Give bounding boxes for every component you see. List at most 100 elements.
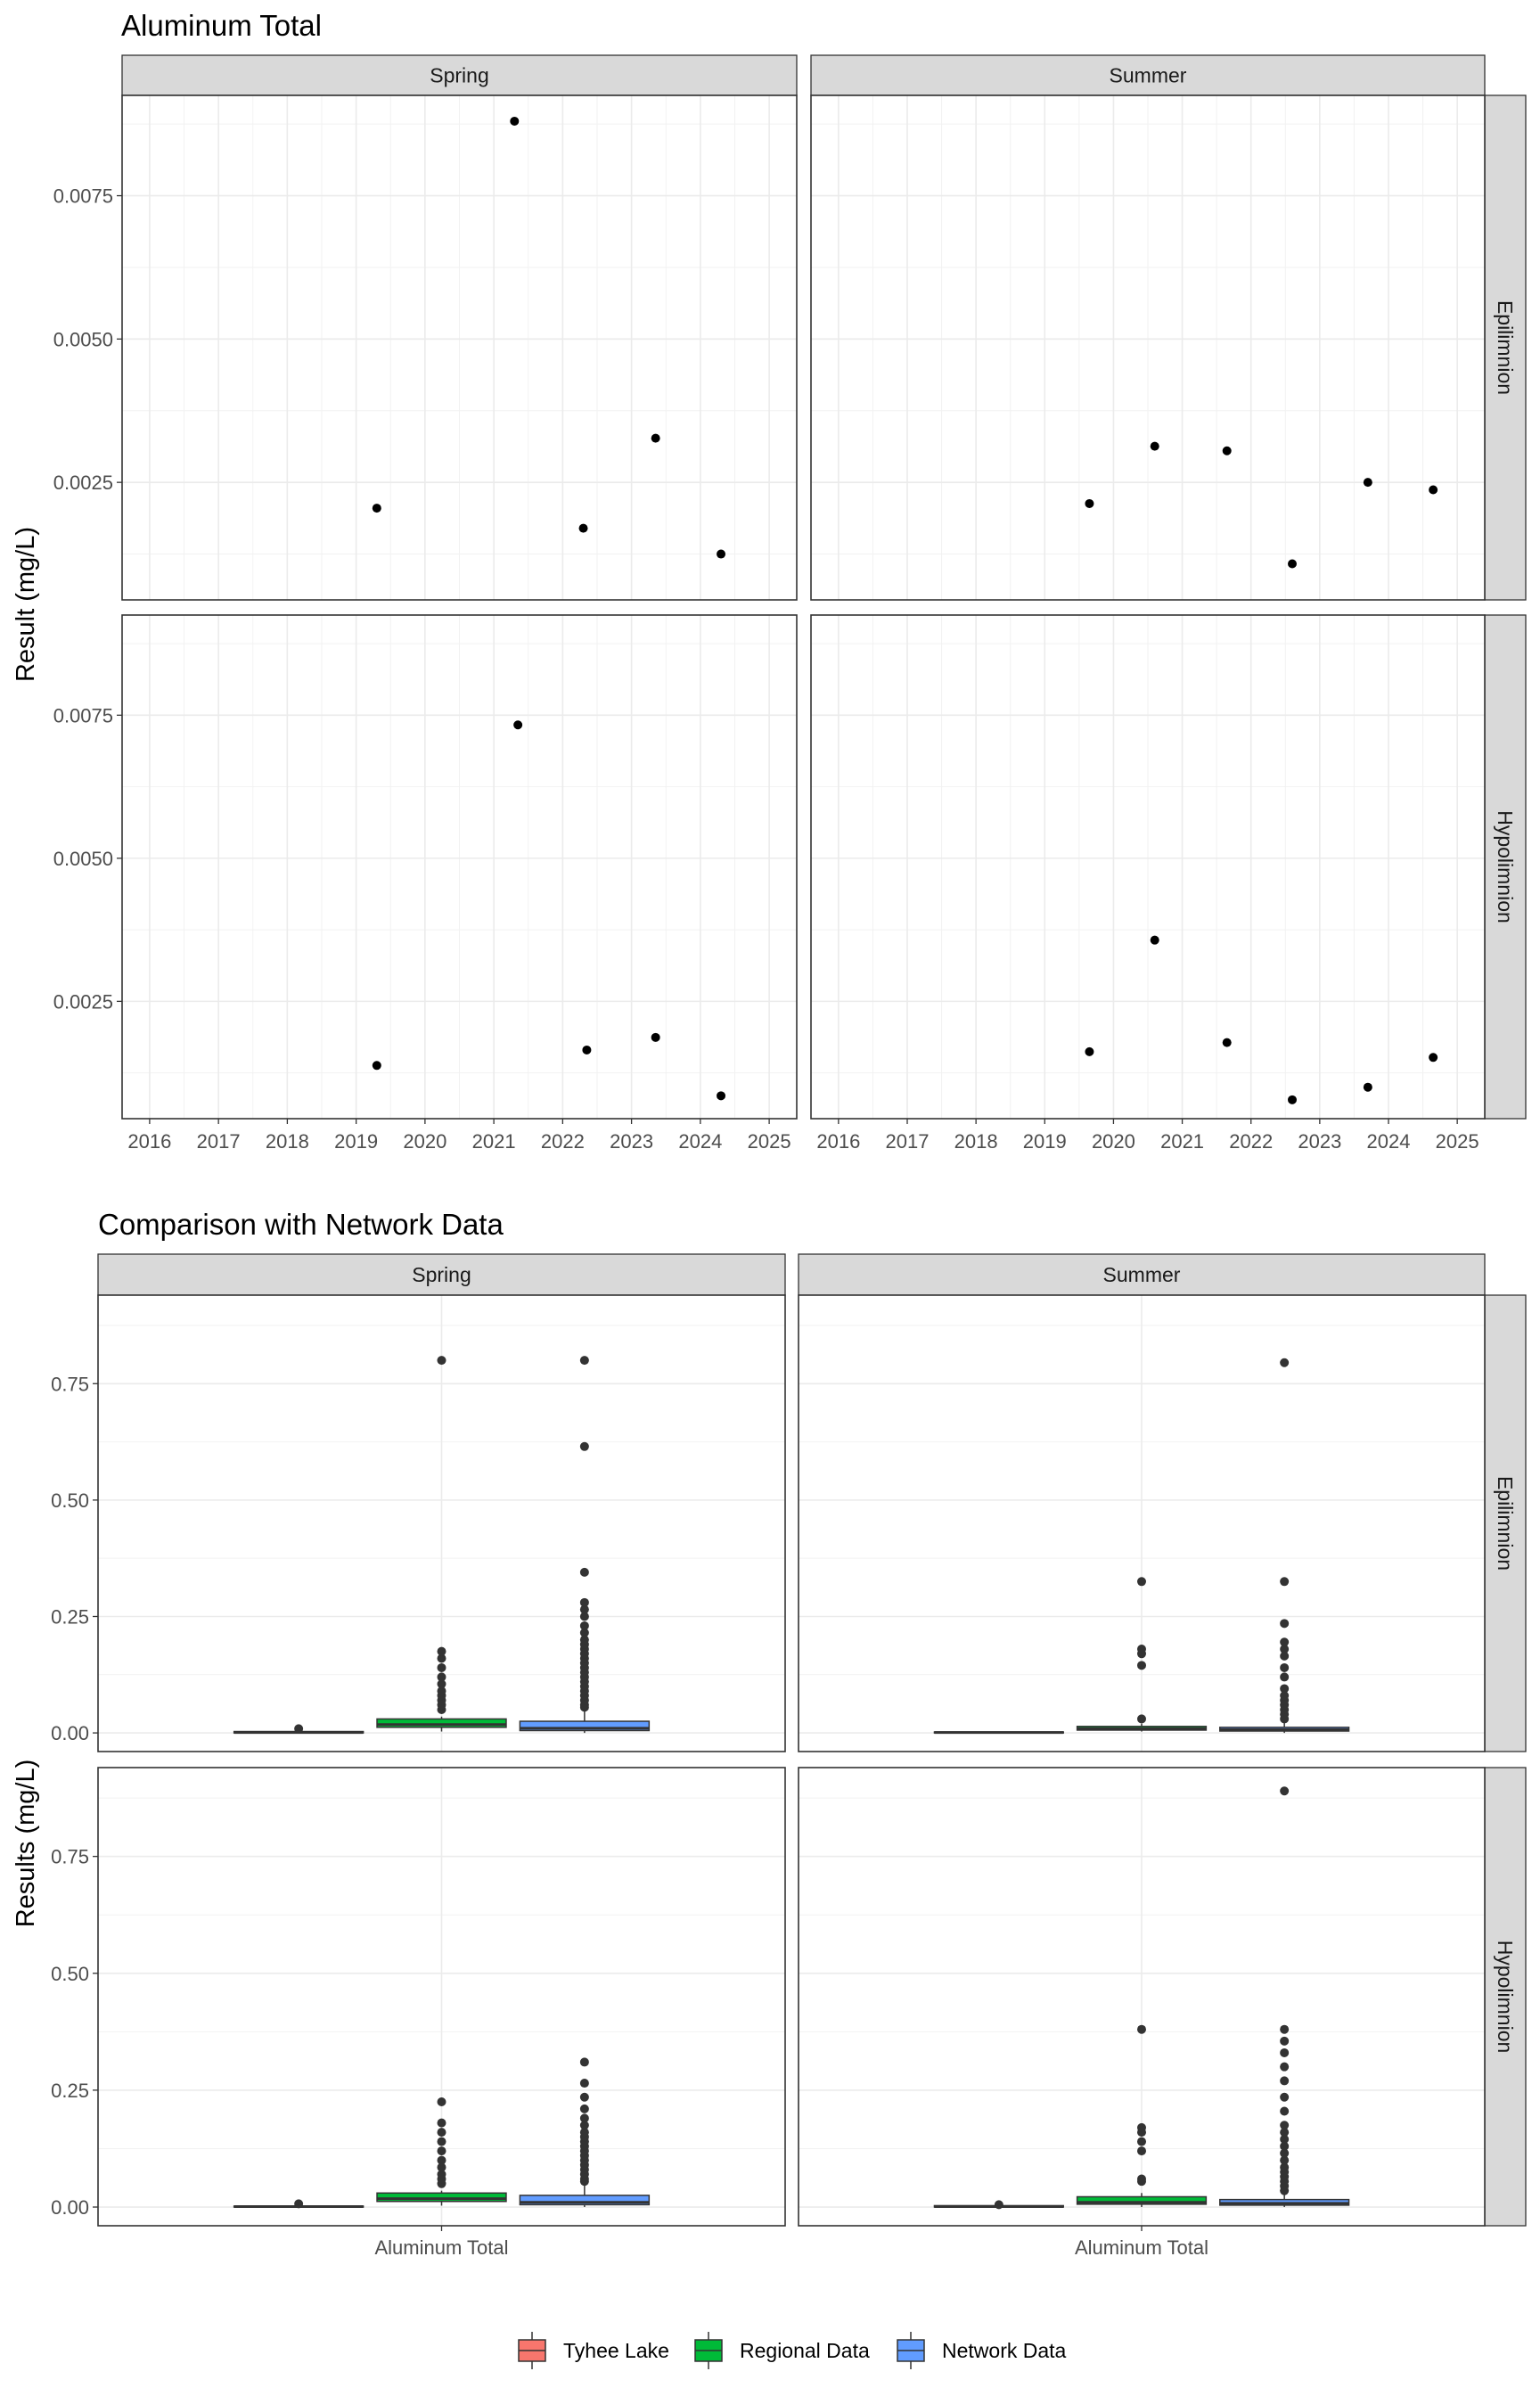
outlier-network-data-8 — [1280, 1672, 1290, 1682]
panel-spring-epilimnion: 0.0025 0.0050 0.0075 — [53, 94, 798, 601]
data-point-summer-hypolimnion-1 — [1085, 1046, 1094, 1056]
outlier-regional-data-9 — [437, 2118, 446, 2128]
outlier-regional-data-5 — [1137, 1577, 1146, 1587]
data-point-summer-hypolimnion-4 — [1288, 1095, 1297, 1104]
box-tyhee-lake-summer-hypolimnion — [933, 2200, 1064, 2210]
gridlines — [122, 615, 797, 1119]
x-tick-label: 2020 — [403, 1130, 446, 1153]
y-tick-label: 0.0025 — [53, 990, 113, 1013]
outlier-regional-data-10 — [437, 1646, 446, 1656]
panel-summer-epilimnion — [810, 94, 1486, 601]
chart2-title: Comparison with Network Data — [98, 1208, 504, 1241]
strip-label-epilimnion: Epilimnion — [1494, 1476, 1517, 1571]
data-point-spring-hypolimnion-2 — [513, 720, 523, 730]
legend-label: Regional Data — [740, 2339, 870, 2362]
outlier-network-data-15 — [579, 2104, 589, 2113]
box-network-data-spring-epilimnion — [519, 1356, 651, 1734]
strip-summer — [798, 1253, 1486, 1296]
data-point-summer-epilimnion-6 — [1429, 485, 1438, 495]
y-tick-label: 0.50 — [51, 1963, 89, 1985]
outlier-network-data-12 — [1280, 1637, 1290, 1647]
x-tick-label: 2017 — [886, 1130, 930, 1153]
legend-item-regional-data: Regional Data — [694, 2332, 870, 2369]
box-body — [519, 2195, 651, 2206]
data-point-summer-hypolimnion-2 — [1150, 935, 1159, 945]
y-tick-label: 0.25 — [51, 1605, 89, 1628]
panel-spring-hypolimnion: 0.00 0.25 0.50 0.75 Aluminum Total — [51, 1767, 786, 2259]
strip-summer — [810, 54, 1486, 96]
x-tick-label: 2024 — [1367, 1130, 1411, 1153]
outlier-network-data-18 — [579, 1621, 589, 1630]
box-body — [376, 1718, 507, 1728]
panel-spring-hypolimnion: 0.0025 0.0050 0.0075 2016 2017 2018 2019 2020 20… — [53, 614, 798, 1153]
outlier-network-data-18 — [579, 2057, 589, 2067]
strip-label-epilimnion: Epilimnion — [1494, 300, 1517, 395]
box-body — [1076, 2195, 1208, 2205]
panel-spring-epilimnion: 0.00 0.25 0.50 0.75 — [51, 1294, 786, 1752]
x-tick-label: 2021 — [1160, 1130, 1204, 1153]
outlier-regional-data-11 — [437, 1356, 446, 1366]
gridlines — [811, 615, 1485, 1119]
outlier-network-data-11 — [1280, 1645, 1290, 1654]
x-tick-label: 2022 — [541, 1130, 585, 1153]
gridlines — [122, 95, 797, 600]
outlier-network-data-13 — [579, 2121, 589, 2130]
outlier-regional-data-4 — [1137, 2137, 1146, 2146]
outlier-regional-data-3 — [1137, 2146, 1146, 2156]
x-tick-label: Aluminum Total — [1075, 2236, 1208, 2259]
strip-epilimnion — [1484, 1294, 1527, 1752]
outlier-network-data-22 — [579, 1567, 589, 1577]
outlier-regional-data-8 — [437, 1662, 446, 1672]
outlier-network-data-7 — [1280, 2155, 1290, 2165]
legend-item-network-data: Network Data — [897, 2332, 1067, 2369]
box-regional-data-spring-hypolimnion — [376, 2097, 507, 2206]
strip-label-summer: Summer — [1103, 1263, 1181, 1286]
box-network-data-summer-epilimnion — [1219, 1358, 1350, 1734]
outlier-network-data-12 — [579, 2128, 589, 2138]
x-tick-label: 2019 — [334, 1130, 378, 1153]
outlier-network-data-10 — [1280, 2134, 1290, 2144]
gridlines — [98, 1768, 785, 2226]
data-point-summer-epilimnion-2 — [1150, 441, 1159, 451]
x-tick-label: 2018 — [954, 1130, 998, 1153]
outlier-tyhee-lake-1 — [994, 2200, 1003, 2210]
legend-item-tyhee-lake: Tyhee Lake — [518, 2332, 669, 2369]
y-tick-label: 0.75 — [51, 1846, 89, 1868]
x-tick-label: 2024 — [678, 1130, 722, 1153]
y-tick-label: 0.25 — [51, 2080, 89, 2102]
strip-epilimnion — [1484, 94, 1527, 601]
strip-hypolimnion — [1484, 614, 1527, 1120]
outlier-regional-data-9 — [437, 1653, 446, 1663]
outlier-network-data-9 — [1280, 1662, 1290, 1672]
strip-label-hypolimnion: Hypolimnion — [1494, 1941, 1517, 2054]
box-regional-data-summer-hypolimnion — [1076, 2024, 1208, 2208]
outlier-regional-data-2 — [1137, 1661, 1146, 1670]
outlier-network-data-19 — [1280, 2024, 1290, 2034]
outlier-regional-data-8 — [437, 2128, 446, 2138]
outlier-network-data-18 — [1280, 2036, 1290, 2046]
x-tick-label: 2022 — [1229, 1130, 1273, 1153]
y-tick-label: 0.0075 — [53, 704, 113, 726]
outlier-network-data-13 — [1280, 2106, 1290, 2116]
outlier-network-data-8 — [1280, 2148, 1290, 2158]
outlier-regional-data-4 — [1137, 1645, 1146, 1654]
x-tick-label: 2023 — [610, 1130, 653, 1153]
outlier-regional-data-5 — [437, 1686, 446, 1696]
outlier-network-data-14 — [1280, 1577, 1290, 1587]
data-point-summer-hypolimnion-6 — [1429, 1053, 1438, 1063]
panel-summer-hypolimnion: 2016 2017 2018 2019 2020 2021 2022 2023 2024 2025 — [810, 614, 1486, 1153]
x-tick-label: 2025 — [748, 1130, 791, 1153]
chart1-title: Aluminum Total — [121, 9, 322, 42]
outlier-network-data-15 — [1280, 2076, 1290, 2086]
chart1-y-axis-label: Result (mg/L) — [12, 527, 40, 682]
box-body — [376, 2192, 507, 2203]
box-tyhee-lake-summer-epilimnion — [933, 1731, 1064, 1735]
outlier-network-data-11 — [1280, 2128, 1290, 2138]
outlier-tyhee-lake-1 — [294, 1724, 304, 1734]
outlier-network-data-14 — [579, 2113, 589, 2123]
gridlines — [799, 1295, 1485, 1752]
box-network-data-summer-hypolimnion — [1219, 1786, 1350, 2208]
outlier-regional-data-6 — [1137, 2122, 1146, 2132]
panel-summer-hypolimnion: Aluminum Total — [798, 1767, 1486, 2259]
